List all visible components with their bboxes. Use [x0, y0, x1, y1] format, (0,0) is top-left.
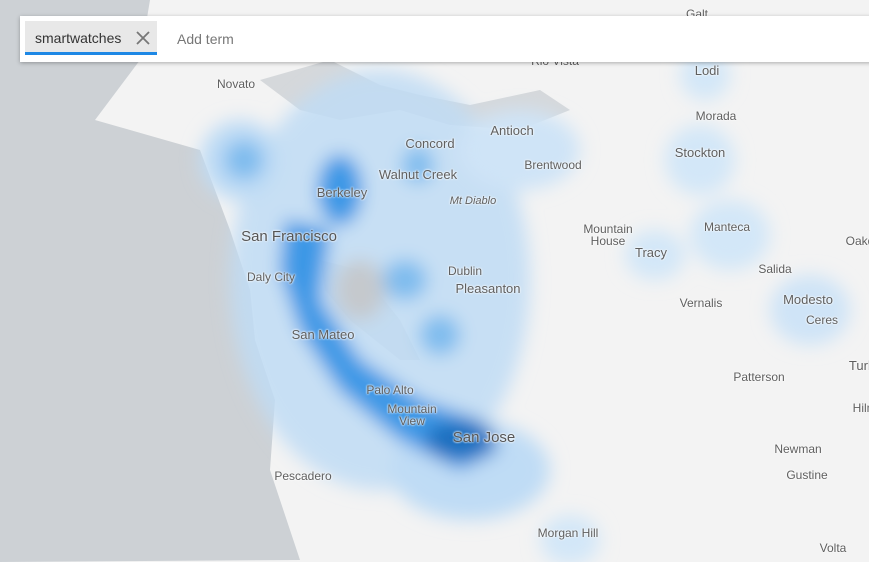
- term-chip[interactable]: smartwatches: [25, 21, 158, 55]
- place-label: Berkeley: [316, 185, 368, 200]
- place-label: Hilmar: [852, 401, 869, 415]
- place-label: Morgan Hill: [537, 526, 599, 540]
- place-label: Novato: [216, 77, 256, 91]
- place-label: Antioch: [490, 123, 534, 138]
- search-bar: smartwatches Add term: [20, 16, 869, 62]
- place-label: Lodi: [694, 63, 720, 78]
- add-term-input[interactable]: Add term: [177, 31, 234, 47]
- place-label: Modesto: [783, 292, 833, 307]
- place-label: San Francisco: [241, 228, 337, 245]
- place-label: Stockton: [674, 145, 726, 160]
- place-label: San Mateo: [291, 327, 355, 342]
- heatmap: [200, 50, 850, 562]
- place-label: Mountain House: [583, 222, 633, 248]
- place-label: Patterson: [733, 370, 785, 384]
- place-label: Daly City: [246, 270, 296, 284]
- place-label: Mountain View: [387, 402, 437, 428]
- place-label: Vernalis: [679, 296, 723, 310]
- place-label: Salida: [758, 262, 792, 276]
- place-label: Ceres: [805, 313, 839, 327]
- place-label: Mt Diablo: [449, 195, 497, 207]
- place-label: Turlock: [848, 358, 869, 373]
- place-label: San Jose: [452, 429, 516, 446]
- place-label: Brentwood: [524, 158, 582, 172]
- place-label: Walnut Creek: [378, 167, 458, 182]
- place-label: Concord: [405, 136, 455, 151]
- place-label: Pescadero: [274, 469, 332, 483]
- place-label: Newman: [774, 442, 822, 456]
- place-label: Morada: [695, 109, 737, 123]
- place-label: Oakdale: [845, 234, 869, 248]
- place-label: Volta: [819, 541, 847, 555]
- place-label: Dublin: [447, 264, 483, 278]
- place-label: Pleasanton: [455, 281, 521, 296]
- ocean: [0, 0, 300, 562]
- place-label: Manteca: [703, 220, 751, 234]
- remove-term[interactable]: [136, 31, 150, 45]
- place-label: Palo Alto: [366, 383, 414, 397]
- place-label: Gustine: [786, 468, 828, 482]
- term-label: smartwatches: [35, 30, 122, 46]
- place-label: Tracy: [634, 245, 668, 260]
